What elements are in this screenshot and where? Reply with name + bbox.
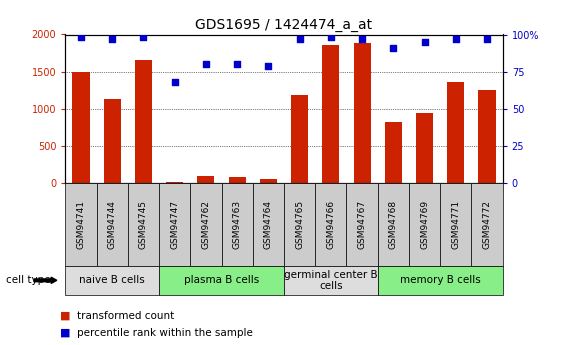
Text: naive B cells: naive B cells bbox=[80, 275, 145, 285]
Bar bbox=[416, 113, 433, 183]
Text: GSM94744: GSM94744 bbox=[108, 200, 116, 249]
Title: GDS1695 / 1424474_a_at: GDS1695 / 1424474_a_at bbox=[195, 18, 373, 32]
Text: cell type: cell type bbox=[6, 275, 51, 285]
Point bbox=[389, 45, 398, 51]
Text: memory B cells: memory B cells bbox=[400, 275, 481, 285]
Point bbox=[202, 61, 211, 67]
Text: GSM94772: GSM94772 bbox=[483, 200, 491, 249]
Point bbox=[295, 36, 304, 42]
Text: GSM94766: GSM94766 bbox=[327, 200, 335, 249]
Bar bbox=[353, 43, 371, 183]
Text: GSM94765: GSM94765 bbox=[295, 200, 304, 249]
Point bbox=[326, 35, 335, 40]
Text: ■: ■ bbox=[60, 311, 70, 321]
Bar bbox=[291, 95, 308, 183]
Bar bbox=[72, 72, 90, 183]
Point bbox=[233, 61, 242, 67]
Text: GSM94771: GSM94771 bbox=[452, 200, 460, 249]
Text: transformed count: transformed count bbox=[77, 311, 174, 321]
Point bbox=[358, 36, 367, 42]
Text: GSM94747: GSM94747 bbox=[170, 200, 179, 249]
Text: germinal center B
cells: germinal center B cells bbox=[284, 269, 378, 291]
Text: GSM94768: GSM94768 bbox=[389, 200, 398, 249]
Bar bbox=[447, 82, 465, 183]
Point bbox=[108, 36, 117, 42]
Bar bbox=[478, 90, 496, 183]
Point bbox=[76, 35, 86, 40]
Bar bbox=[322, 45, 340, 183]
Text: ■: ■ bbox=[60, 328, 70, 338]
Text: percentile rank within the sample: percentile rank within the sample bbox=[77, 328, 253, 338]
Text: GSM94763: GSM94763 bbox=[233, 200, 241, 249]
Bar bbox=[260, 179, 277, 183]
Text: GSM94767: GSM94767 bbox=[358, 200, 366, 249]
Point bbox=[264, 63, 273, 68]
Point bbox=[451, 36, 460, 42]
Text: GSM94769: GSM94769 bbox=[420, 200, 429, 249]
Bar bbox=[166, 182, 183, 183]
Bar bbox=[228, 177, 246, 183]
Text: GSM94762: GSM94762 bbox=[202, 200, 210, 249]
Point bbox=[139, 35, 148, 40]
Point bbox=[483, 36, 492, 42]
Bar bbox=[385, 122, 402, 183]
Text: GSM94745: GSM94745 bbox=[139, 200, 148, 249]
Text: GSM94764: GSM94764 bbox=[264, 200, 273, 249]
Bar bbox=[135, 60, 152, 183]
Text: plasma B cells: plasma B cells bbox=[184, 275, 259, 285]
Bar bbox=[103, 99, 121, 183]
Point bbox=[420, 39, 429, 45]
Text: GSM94741: GSM94741 bbox=[77, 200, 85, 249]
Bar bbox=[197, 176, 215, 183]
Point bbox=[170, 79, 179, 85]
